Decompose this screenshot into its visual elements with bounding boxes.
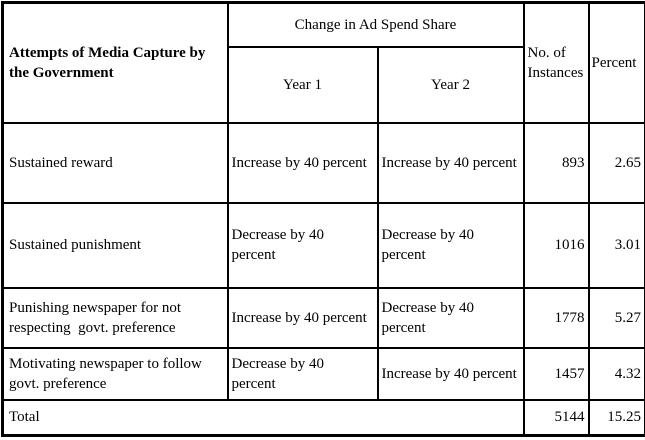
- header-year-2: Year 2: [378, 47, 524, 123]
- row-label-cell: Sustained reward: [3, 123, 228, 203]
- header-percent: Percent: [589, 3, 645, 123]
- row-label-cell: Punishing newspaper for not respecting g…: [3, 288, 228, 348]
- year1-cell: Increase by 40 percent: [228, 288, 378, 348]
- total-instances-cell: 5144: [524, 400, 589, 436]
- percent-cell: 3.01: [589, 203, 645, 288]
- row-label-cell: Motivating newspaper to follow govt. pre…: [3, 348, 228, 400]
- header-no-of-instances: No. of Instances: [524, 3, 589, 123]
- header-attempts-of-media-capture: Attempts of Media Capture by the Governm…: [3, 3, 228, 123]
- percent-cell: 4.32: [589, 348, 645, 400]
- total-percent-cell: 15.25: [589, 400, 645, 436]
- table-row-motivating-newspaper: Motivating newspaper to follow govt. pre…: [3, 348, 645, 400]
- total-label-cell: Total: [3, 400, 524, 436]
- instances-cell: 1778: [524, 288, 589, 348]
- table-row-sustained-punishment: Sustained punishment Decrease by 40 perc…: [3, 203, 645, 288]
- year2-cell: Decrease by 40 percent: [378, 203, 524, 288]
- year2-cell: Increase by 40 percent: [378, 123, 524, 203]
- header-change-in-ad-spend-share: Change in Ad Spend Share: [228, 3, 524, 47]
- table-row-total: Total 5144 15.25: [3, 400, 645, 436]
- year2-cell: Decrease by 40 percent: [378, 288, 524, 348]
- table-row-punishing-newspaper: Punishing newspaper for not respecting g…: [3, 288, 645, 348]
- percent-cell: 2.65: [589, 123, 645, 203]
- header-year-1: Year 1: [228, 47, 378, 123]
- percent-cell: 5.27: [589, 288, 645, 348]
- year1-cell: Decrease by 40 percent: [228, 203, 378, 288]
- table-row-sustained-reward: Sustained reward Increase by 40 percent …: [3, 123, 645, 203]
- year2-cell: Increase by 40 percent: [378, 348, 524, 400]
- instances-cell: 1016: [524, 203, 589, 288]
- year1-cell: Increase by 40 percent: [228, 123, 378, 203]
- instances-cell: 1457: [524, 348, 589, 400]
- year1-cell: Decrease by 40 percent: [228, 348, 378, 400]
- row-label-cell: Sustained punishment: [3, 203, 228, 288]
- instances-cell: 893: [524, 123, 589, 203]
